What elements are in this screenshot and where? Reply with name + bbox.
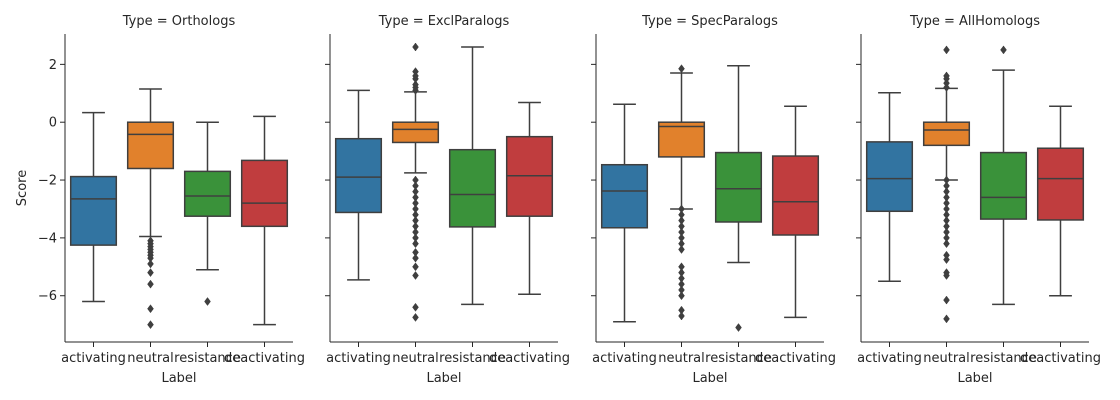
x-tick-label: activating — [592, 351, 657, 366]
box-iqr — [334, 137, 383, 214]
box-iqr — [600, 163, 649, 229]
outlier-point — [943, 45, 950, 55]
x-tick-label: resistance — [174, 351, 241, 366]
box-neutral — [922, 45, 971, 324]
box-iqr — [979, 151, 1028, 220]
x-axis-label: Label — [161, 371, 196, 386]
outlier-point — [412, 80, 419, 90]
y-tick-label: −4 — [38, 231, 57, 246]
outlier-point — [678, 245, 685, 254]
outlier-point — [412, 271, 419, 280]
outlier-point — [943, 71, 950, 81]
outlier-point — [1000, 45, 1007, 55]
outlier-point — [412, 302, 419, 312]
outlier-point — [678, 311, 685, 321]
outlier-point — [147, 304, 154, 314]
box-iqr — [771, 155, 820, 236]
panel-title: Type = AllHomologs — [909, 14, 1040, 29]
x-tick-label: resistance — [705, 351, 772, 366]
outlier-point — [943, 239, 950, 249]
box-neutral — [391, 42, 440, 322]
x-tick-label: deactivating — [1020, 351, 1101, 366]
outlier-point — [678, 64, 685, 74]
x-tick-label: neutral — [127, 351, 174, 366]
y-tick-label: −2 — [38, 174, 57, 189]
x-tick-label: activating — [61, 351, 126, 366]
box-deactivating — [505, 101, 554, 296]
x-tick-label: deactivating — [224, 351, 305, 366]
panel-4: Type = AllHomologs activating neutral resis… — [856, 14, 1101, 386]
box-activating — [865, 91, 914, 283]
box-neutral — [126, 88, 175, 330]
outlier-point — [943, 314, 950, 324]
x-tick-label: neutral — [392, 351, 439, 366]
panel-title: Type = ExclParalogs — [378, 14, 510, 29]
x-tick-label: activating — [326, 351, 391, 366]
box-iqr — [183, 170, 232, 217]
box-neutral — [657, 64, 706, 321]
y-tick-label: 2 — [49, 58, 57, 73]
x-tick-label: resistance — [439, 351, 506, 366]
x-axis-label: Label — [957, 371, 992, 386]
outlier-point — [412, 239, 419, 249]
y-tick-label: −6 — [38, 289, 57, 304]
box-iqr — [1036, 147, 1085, 221]
outlier-point — [943, 295, 950, 305]
outlier-point — [943, 271, 950, 280]
outlier-point — [412, 67, 419, 77]
box-deactivating — [240, 115, 289, 326]
y-axis-label: Score — [15, 170, 30, 206]
box-iqr — [69, 175, 118, 246]
box-deactivating — [1036, 105, 1085, 297]
box-resistance — [448, 46, 497, 306]
x-tick-label: deactivating — [489, 351, 570, 366]
outlier-point — [678, 291, 685, 301]
outlier-point — [147, 279, 154, 289]
box-iqr — [922, 121, 971, 147]
box-resistance — [979, 45, 1028, 306]
x-tick-label: activating — [857, 351, 922, 366]
box-iqr — [126, 121, 175, 170]
box-iqr — [240, 159, 289, 228]
panel-1: Type = Orthologs 2 0 −2 −4 −6 activating neutra… — [38, 14, 305, 386]
panel-title: Type = SpecParalogs — [641, 14, 778, 29]
outlier-point — [943, 255, 950, 264]
box-iqr — [448, 148, 497, 228]
x-tick-label: neutral — [923, 351, 970, 366]
outlier-point — [147, 320, 154, 330]
panel-3: Type = SpecParalogs activating neutral resi… — [591, 14, 836, 386]
outlier-point — [412, 253, 419, 263]
outlier-point — [147, 268, 154, 278]
panel-title: Type = Orthologs — [122, 14, 236, 29]
box-iqr — [714, 151, 763, 223]
outlier-point — [412, 262, 419, 272]
x-axis-label: Label — [692, 371, 727, 386]
box-iqr — [657, 121, 706, 158]
box-activating — [600, 103, 649, 323]
outlier-point — [412, 42, 419, 52]
box-iqr — [391, 121, 440, 144]
panel-2: Type = ExclParalogs activating neutral resi… — [325, 14, 570, 386]
x-tick-label: deactivating — [755, 351, 836, 366]
box-activating — [69, 111, 118, 303]
y-tick-label: 0 — [49, 116, 57, 131]
outlier-point — [412, 313, 419, 322]
box-deactivating — [771, 105, 820, 319]
x-tick-label: resistance — [970, 351, 1037, 366]
outlier-point — [204, 297, 211, 306]
outlier-point — [735, 323, 742, 332]
box-resistance — [714, 65, 763, 332]
x-axis-label: Label — [426, 371, 461, 386]
x-tick-label: neutral — [658, 351, 705, 366]
outlier-point — [147, 259, 154, 269]
box-resistance — [183, 121, 232, 306]
box-iqr — [865, 141, 914, 213]
box-activating — [334, 89, 383, 281]
